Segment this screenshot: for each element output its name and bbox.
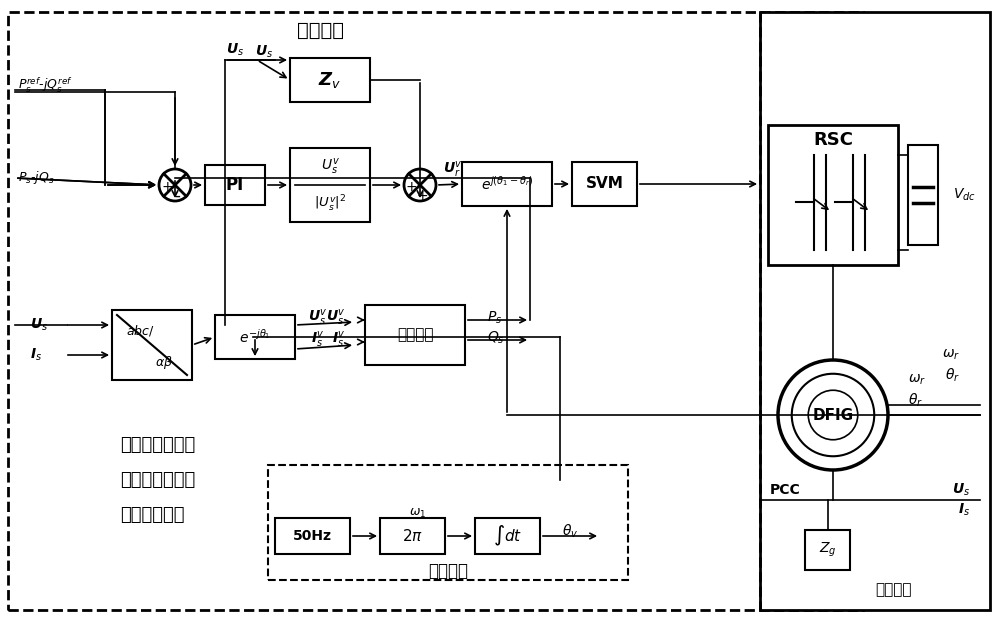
Text: $\boldsymbol{U}_s$: $\boldsymbol{U}_s$: [952, 482, 970, 498]
Text: $\alpha\beta$: $\alpha\beta$: [155, 354, 173, 371]
Text: PCC: PCC: [770, 483, 800, 497]
Text: +: +: [416, 189, 428, 203]
Text: $\boldsymbol{I}_s$: $\boldsymbol{I}_s$: [30, 347, 42, 363]
Bar: [215, 315, 295, 359]
Bar: [380, 518, 445, 554]
Text: -: -: [174, 187, 180, 205]
Text: +: +: [161, 180, 173, 194]
Bar: [768, 125, 898, 265]
Text: 制器的无锁相环: 制器的无锁相环: [120, 471, 195, 489]
Bar: [8, 12, 863, 610]
Bar: [275, 518, 350, 554]
Bar: [290, 148, 370, 222]
Text: $U_s^v$: $U_s^v$: [321, 156, 339, 176]
Bar: [365, 305, 465, 365]
Bar: [112, 310, 192, 380]
Text: $\omega_r$: $\omega_r$: [942, 348, 960, 362]
Text: $\boldsymbol{Z}_v$: $\boldsymbol{Z}_v$: [318, 70, 342, 90]
Text: $\theta_v$: $\theta_v$: [562, 522, 578, 540]
Bar: [572, 162, 637, 206]
Text: $\boldsymbol{U}_s$: $\boldsymbol{U}_s$: [255, 44, 273, 60]
Text: $P_s$-j$Q_s$: $P_s$-j$Q_s$: [18, 169, 55, 186]
Text: $\theta_r$: $\theta_r$: [945, 366, 960, 384]
Text: 功率计算: 功率计算: [397, 328, 433, 342]
Text: +: +: [405, 180, 417, 194]
Text: $\boldsymbol{U}_r^v$: $\boldsymbol{U}_r^v$: [443, 160, 463, 180]
Text: $\boldsymbol{I}_s^v$: $\boldsymbol{I}_s^v$: [311, 330, 325, 350]
Bar: [475, 518, 540, 554]
Text: $V_{dc}$: $V_{dc}$: [953, 187, 976, 203]
Text: SVM: SVM: [586, 176, 623, 191]
Bar: [908, 145, 938, 245]
Text: $\theta_r$: $\theta_r$: [908, 391, 923, 409]
Text: $|U_s^v|^2$: $|U_s^v|^2$: [314, 194, 346, 214]
Text: $e^{-j\theta_1}$: $e^{-j\theta_1}$: [239, 328, 271, 346]
Text: 50Hz: 50Hz: [293, 529, 332, 543]
Text: $e^{j(\theta_1-\theta_r)}$: $e^{j(\theta_1-\theta_r)}$: [481, 175, 533, 193]
Text: $\boldsymbol{U}_s$: $\boldsymbol{U}_s$: [30, 317, 48, 333]
Bar: [268, 465, 628, 580]
Bar: [290, 58, 370, 102]
Bar: [805, 530, 850, 570]
Text: $\omega_1$: $\omega_1$: [409, 506, 426, 519]
Text: 基于阻抗重塑控: 基于阻抗重塑控: [120, 436, 195, 454]
Text: 虚拟阻抗: 虚拟阻抗: [296, 21, 344, 39]
Bar: [462, 162, 552, 206]
Text: 直接功率控制: 直接功率控制: [120, 506, 184, 524]
Text: $\boldsymbol{U}_s$: $\boldsymbol{U}_s$: [226, 42, 244, 58]
Text: $P_s^{ref}$-j$Q_s^{ref}$: $P_s^{ref}$-j$Q_s^{ref}$: [18, 75, 73, 95]
Text: $\boldsymbol{U}_s^v$: $\boldsymbol{U}_s^v$: [326, 308, 345, 328]
Bar: [205, 165, 265, 205]
Text: DFIG: DFIG: [812, 408, 854, 422]
Text: $\boldsymbol{U}_s^v$: $\boldsymbol{U}_s^v$: [308, 308, 328, 328]
Text: PI: PI: [226, 176, 244, 194]
Text: 交流电网: 交流电网: [875, 582, 911, 598]
Text: $abc/$: $abc/$: [126, 324, 154, 339]
Text: $\boldsymbol{I}_s^v$: $\boldsymbol{I}_s^v$: [332, 330, 345, 350]
Text: $2\pi$: $2\pi$: [402, 528, 423, 544]
Text: $\boldsymbol{I}_s$: $\boldsymbol{I}_s$: [958, 502, 970, 518]
Text: 虚拟角度: 虚拟角度: [428, 562, 468, 580]
Text: RSC: RSC: [813, 131, 853, 149]
Bar: [760, 12, 990, 610]
Text: $Q_s$: $Q_s$: [487, 330, 505, 346]
Text: $Z_g$: $Z_g$: [819, 541, 836, 559]
Text: $\omega_r$: $\omega_r$: [908, 372, 926, 388]
Text: $\int dt$: $\int dt$: [493, 524, 522, 548]
Text: $P_s$: $P_s$: [487, 310, 502, 326]
